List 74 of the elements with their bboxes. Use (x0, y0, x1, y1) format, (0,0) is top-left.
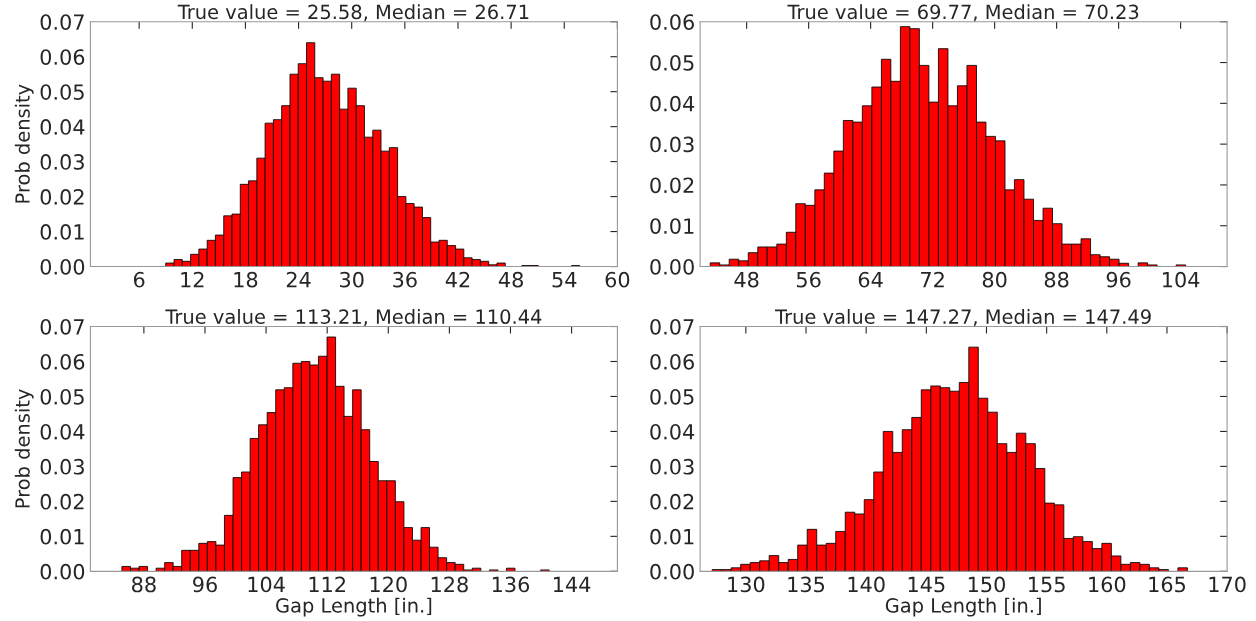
x-tick-label: 140 (848, 576, 885, 593)
y-tick-label: 0.02 (40, 189, 84, 205)
y-tick-label: 0.00 (40, 563, 85, 580)
x-tick-label: 42 (445, 271, 470, 288)
x-tick-label: 128 (431, 576, 468, 593)
y-tick-label: 0.01 (650, 528, 694, 545)
x-tick-label: 80 (982, 271, 1007, 288)
y-tick-label: 0.05 (650, 54, 694, 71)
chart-title: True value = 25.58, Median = 26.71 (177, 4, 529, 22)
x-tick-label: 48 (498, 271, 523, 288)
x-tick-label: 6 (133, 271, 145, 288)
y-tick-label: 0.01 (40, 528, 84, 545)
x-tick-label: 165 (1149, 576, 1186, 593)
y-tick-label: 0.03 (40, 458, 84, 475)
y-tick-label: 0.07 (40, 14, 84, 30)
x-tick-label: 12 (181, 271, 204, 288)
x-tick-label: 72 (921, 271, 944, 288)
x-axis-title: Gap Length [in.] (276, 597, 432, 617)
y-tick-label: 0.02 (40, 493, 84, 510)
y-tick-label: 0.04 (650, 423, 695, 440)
x-tick-label: 30 (340, 271, 364, 288)
x-tick-label: 18 (234, 271, 258, 288)
y-tick-label: 0.04 (40, 423, 85, 440)
x-tick-label: 64 (858, 271, 883, 288)
chart-title: True value = 113.21, Median = 110.44 (165, 308, 542, 326)
y-tick-label: 0.01 (40, 224, 84, 240)
y-tick-label: 0.02 (650, 177, 694, 194)
y-tick-label: 0.06 (650, 353, 694, 370)
x-tick-label: 96 (193, 576, 217, 593)
y-tick-label: 0.03 (650, 136, 694, 153)
y-axis-title: Prob density (14, 84, 34, 203)
y-tick-label: 0.05 (40, 84, 84, 100)
y-tick-label: 0.01 (650, 218, 694, 234)
x-tick-label: 54 (552, 272, 577, 288)
y-tick-label: 0.05 (40, 388, 84, 405)
y-tick-label: 0.07 (40, 318, 84, 335)
x-tick-label: 24 (286, 271, 311, 288)
x-tick-label: 150 (968, 576, 1005, 593)
y-tick-label: 0.05 (650, 388, 694, 405)
chart-title: True value = 147.27, Median = 147.49 (775, 308, 1151, 326)
x-tick-label: 136 (492, 576, 530, 593)
y-tick-label: 0.00 (650, 258, 694, 275)
x-tick-label: 88 (1044, 271, 1069, 288)
x-tick-label: 135 (788, 576, 825, 593)
y-tick-label: 0.06 (40, 49, 85, 65)
x-tick-label: 120 (370, 576, 407, 593)
y-tick-label: 0.04 (40, 119, 85, 135)
x-tick-label: 96 (1106, 271, 1131, 288)
x-tick-label: 145 (908, 576, 945, 593)
y-tick-label: 0.06 (40, 353, 85, 370)
x-tick-label: 144 (553, 576, 591, 593)
y-tick-label: 0.03 (40, 154, 84, 170)
chart-title: True value = 69.77, Median = 70.23 (787, 4, 1139, 22)
x-axis-title: Gap Length [in.] (885, 597, 1041, 617)
x-tick-label: 88 (132, 576, 156, 593)
x-tick-label: 112 (309, 576, 345, 593)
x-tick-label: 56 (796, 271, 821, 288)
y-axis-title: Prob density (14, 389, 34, 508)
x-tick-label: 60 (605, 271, 630, 288)
x-tick-label: 170 (1209, 576, 1246, 593)
y-tick-label: 0.00 (40, 258, 85, 275)
x-tick-label: 155 (1029, 576, 1065, 593)
x-tick-label: 130 (728, 576, 765, 593)
x-tick-label: 160 (1089, 576, 1126, 593)
x-tick-label: 48 (734, 271, 759, 288)
y-tick-label: 0.07 (650, 318, 694, 335)
y-tick-label: 0.00 (650, 563, 694, 580)
y-tick-label: 0.04 (650, 95, 695, 112)
y-tick-label: 0.02 (650, 493, 694, 510)
x-tick-label: 104 (248, 576, 285, 593)
y-tick-label: 0.03 (650, 458, 694, 475)
x-tick-label: 104 (1163, 271, 1200, 288)
y-tick-label: 0.06 (650, 14, 694, 30)
x-tick-label: 36 (393, 271, 417, 288)
